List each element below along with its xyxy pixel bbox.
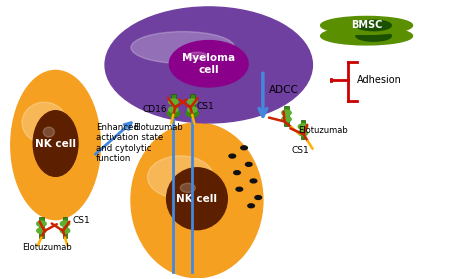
Ellipse shape	[22, 102, 67, 143]
Text: CD16: CD16	[143, 105, 167, 114]
Circle shape	[246, 162, 252, 166]
Circle shape	[167, 110, 180, 117]
Text: NK cell: NK cell	[176, 194, 218, 204]
Circle shape	[248, 204, 255, 208]
Circle shape	[236, 187, 243, 191]
Ellipse shape	[356, 31, 392, 41]
Text: ADCC: ADCC	[269, 85, 299, 95]
Bar	[171, 94, 176, 117]
Circle shape	[298, 130, 308, 136]
Ellipse shape	[131, 123, 263, 278]
Circle shape	[169, 107, 178, 112]
Bar	[301, 120, 305, 140]
Ellipse shape	[33, 111, 78, 176]
Ellipse shape	[320, 27, 412, 45]
Circle shape	[229, 154, 236, 158]
Ellipse shape	[356, 20, 392, 31]
Text: BMSC: BMSC	[351, 20, 382, 30]
Ellipse shape	[43, 127, 55, 137]
Circle shape	[188, 99, 197, 105]
Ellipse shape	[131, 32, 235, 63]
Text: Enhanced
activation state
and cytolytic
function: Enhanced activation state and cytolytic …	[96, 123, 163, 163]
Text: NK cell: NK cell	[35, 139, 76, 148]
Ellipse shape	[166, 168, 228, 230]
Bar	[63, 217, 67, 237]
Bar	[39, 217, 44, 237]
Bar	[284, 106, 289, 126]
Bar	[190, 94, 195, 117]
Ellipse shape	[105, 7, 312, 123]
Circle shape	[36, 228, 46, 234]
Text: Elotuzumab: Elotuzumab	[23, 243, 73, 252]
Circle shape	[60, 221, 70, 227]
Circle shape	[250, 179, 257, 183]
Circle shape	[298, 124, 308, 129]
Circle shape	[234, 171, 240, 175]
Circle shape	[36, 221, 46, 227]
Circle shape	[282, 110, 291, 116]
Circle shape	[241, 146, 247, 150]
Ellipse shape	[180, 183, 195, 193]
Circle shape	[169, 99, 178, 105]
Ellipse shape	[11, 70, 100, 220]
Ellipse shape	[187, 52, 207, 59]
Text: Elotuzumab: Elotuzumab	[133, 122, 183, 132]
Text: CS1: CS1	[197, 102, 215, 111]
Text: Myeloma
cell: Myeloma cell	[182, 53, 235, 74]
Circle shape	[282, 116, 291, 122]
Circle shape	[186, 110, 198, 117]
Circle shape	[255, 196, 262, 199]
Ellipse shape	[320, 16, 412, 34]
Circle shape	[188, 107, 197, 112]
Text: Adhesion: Adhesion	[357, 75, 402, 85]
Text: CS1: CS1	[291, 146, 309, 155]
Ellipse shape	[169, 40, 248, 87]
Ellipse shape	[147, 156, 213, 198]
Circle shape	[60, 228, 70, 234]
Text: CS1: CS1	[72, 216, 90, 225]
Text: Elotuzumab: Elotuzumab	[298, 126, 348, 135]
